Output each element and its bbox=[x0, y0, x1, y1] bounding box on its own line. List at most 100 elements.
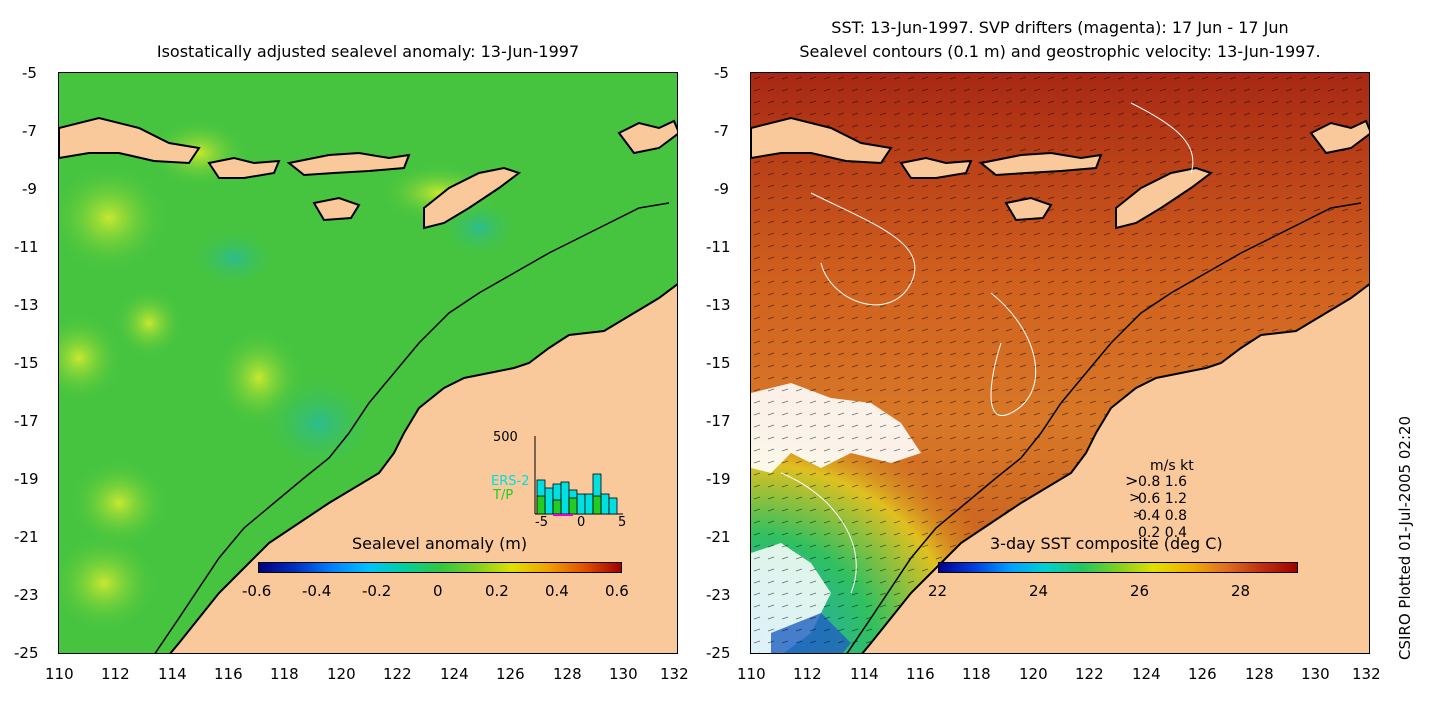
sealevel-contour bbox=[1130, 102, 1194, 174]
velocity-arrow-icon: > bbox=[1133, 508, 1143, 521]
sealevel-contour bbox=[810, 192, 916, 306]
right-x-tick: 128 bbox=[1245, 665, 1274, 683]
sealevel-colorbar-tick: 0.4 bbox=[545, 582, 569, 600]
sst-colorbar-gradient bbox=[938, 562, 1298, 573]
sst-map bbox=[750, 72, 1370, 654]
java-island bbox=[59, 116, 201, 165]
histogram-max-label: 500 bbox=[493, 430, 518, 445]
histogram-legend-tp: T/P bbox=[493, 488, 514, 503]
left-x-tick: 116 bbox=[214, 665, 243, 683]
small-island-east-sst bbox=[1309, 119, 1369, 155]
right-y-tick: -5 bbox=[714, 64, 729, 82]
right-y-tick: -11 bbox=[706, 238, 731, 256]
left-x-tick: 128 bbox=[553, 665, 582, 683]
histogram-x-tick: 0 bbox=[577, 515, 586, 530]
histogram-legend-ers2: ERS-2 bbox=[491, 474, 530, 489]
left-y-tick: -7 bbox=[22, 122, 37, 140]
right-y-tick: -25 bbox=[706, 644, 731, 662]
left-y-tick: -19 bbox=[14, 470, 39, 488]
sst-map-graphic bbox=[751, 73, 1369, 653]
sst-colorbar-label: 3-day SST composite (deg C) bbox=[990, 534, 1223, 553]
right-x-tick: 124 bbox=[1132, 665, 1161, 683]
australia-land bbox=[169, 283, 677, 653]
sealevel-colorbar-label: Sealevel anomaly (m) bbox=[352, 534, 528, 553]
histogram-bars bbox=[534, 436, 623, 516]
right-x-tick: 114 bbox=[850, 665, 879, 683]
right-y-tick: -9 bbox=[714, 180, 729, 198]
right-x-tick: 122 bbox=[1075, 665, 1104, 683]
right-x-tick: 116 bbox=[906, 665, 935, 683]
sst-colorbar-tick: 26 bbox=[1130, 582, 1150, 600]
shelf-contour-sst bbox=[846, 202, 1362, 653]
left-x-tick: 124 bbox=[440, 665, 469, 683]
left-x-tick: 130 bbox=[609, 665, 638, 683]
right-y-tick: -19 bbox=[706, 470, 731, 488]
sealevel-colorbar-tick: -0.4 bbox=[302, 582, 332, 600]
timor-island bbox=[423, 166, 522, 230]
right-y-tick: -21 bbox=[706, 528, 731, 546]
velocity-legend-row: 0.2 0.4 bbox=[1138, 525, 1187, 541]
right-x-tick: 120 bbox=[1019, 665, 1048, 683]
right-x-tick: 132 bbox=[1352, 665, 1381, 683]
right-x-tick: 130 bbox=[1301, 665, 1330, 683]
sumbawa-island-sst bbox=[899, 156, 973, 179]
flores-island bbox=[286, 151, 411, 177]
right-panel-title-line2: Sealevel contours (0.1 m) and geostrophi… bbox=[799, 42, 1321, 61]
sealevel-colorbar-tick: -0.6 bbox=[242, 582, 272, 600]
small-island-east bbox=[617, 119, 677, 155]
histogram-x-tick: -5 bbox=[535, 515, 548, 530]
right-x-tick: 110 bbox=[737, 665, 766, 683]
left-y-tick: -15 bbox=[14, 354, 39, 372]
sealevel-map-graphic bbox=[59, 116, 677, 653]
left-panel-title: Isostatically adjusted sealevel anomaly:… bbox=[156, 42, 580, 61]
left-x-tick: 112 bbox=[101, 665, 130, 683]
left-x-tick: 132 bbox=[660, 665, 689, 683]
left-y-tick: -21 bbox=[14, 528, 39, 546]
sealevel-colorbar-tick: -0.2 bbox=[362, 582, 392, 600]
sumbawa-island bbox=[207, 156, 281, 179]
left-x-tick: 122 bbox=[383, 665, 412, 683]
velocity-legend-header: m/s kt bbox=[1150, 458, 1194, 474]
left-y-tick: -23 bbox=[14, 586, 39, 604]
australia-land-sst bbox=[861, 283, 1369, 653]
right-y-tick: -7 bbox=[714, 122, 729, 140]
sealevel-colorbar-tick: 0.6 bbox=[605, 582, 629, 600]
left-y-tick: -25 bbox=[14, 644, 39, 662]
left-y-tick: -11 bbox=[14, 238, 39, 256]
sealevel-anomaly-map bbox=[58, 72, 678, 654]
right-panel-title-line1: SST: 13-Jun-1997. SVP drifters (magenta)… bbox=[831, 18, 1289, 37]
right-y-tick: -15 bbox=[706, 354, 731, 372]
sealevel-colorbar-gradient bbox=[258, 562, 622, 573]
velocity-legend-row: 0.8 1.6 bbox=[1138, 474, 1187, 490]
right-y-tick: -23 bbox=[706, 586, 731, 604]
sst-colorbar-tick: 22 bbox=[928, 582, 948, 600]
flores-island-sst bbox=[978, 151, 1103, 177]
timor-island-sst bbox=[1115, 166, 1214, 230]
right-y-tick: -17 bbox=[706, 412, 731, 430]
left-y-tick: -9 bbox=[22, 180, 37, 198]
sumba-island-sst bbox=[1004, 196, 1053, 222]
java-island-sst bbox=[751, 116, 893, 165]
sealevel-contour bbox=[990, 292, 1037, 416]
sealevel-colorbar-tick: 0 bbox=[433, 582, 443, 600]
left-x-tick: 110 bbox=[45, 665, 74, 683]
sumba-island bbox=[312, 196, 361, 222]
velocity-legend-row: 0.6 1.2 bbox=[1138, 491, 1187, 507]
shelf-contour bbox=[154, 202, 670, 653]
left-x-tick: 126 bbox=[496, 665, 525, 683]
velocity-arrow-icon: > bbox=[1129, 490, 1141, 506]
right-x-tick: 118 bbox=[962, 665, 991, 683]
left-x-tick: 118 bbox=[270, 665, 299, 683]
velocity-legend-row: 0.4 0.8 bbox=[1138, 508, 1187, 524]
sst-colorbar-tick: 28 bbox=[1231, 582, 1251, 600]
right-x-tick: 126 bbox=[1188, 665, 1217, 683]
histogram-x-tick: 5 bbox=[618, 515, 627, 530]
left-y-tick: -17 bbox=[14, 412, 39, 430]
plot-credit: CSIRO Plotted 01-Jul-2005 02:20 bbox=[1396, 415, 1414, 660]
left-x-tick: 120 bbox=[327, 665, 356, 683]
right-y-tick: -13 bbox=[706, 296, 731, 314]
velocity-arrow-icon: > bbox=[1125, 471, 1139, 490]
right-x-tick: 112 bbox=[793, 665, 822, 683]
sealevel-contour bbox=[780, 472, 857, 594]
left-y-tick: -5 bbox=[22, 64, 37, 82]
